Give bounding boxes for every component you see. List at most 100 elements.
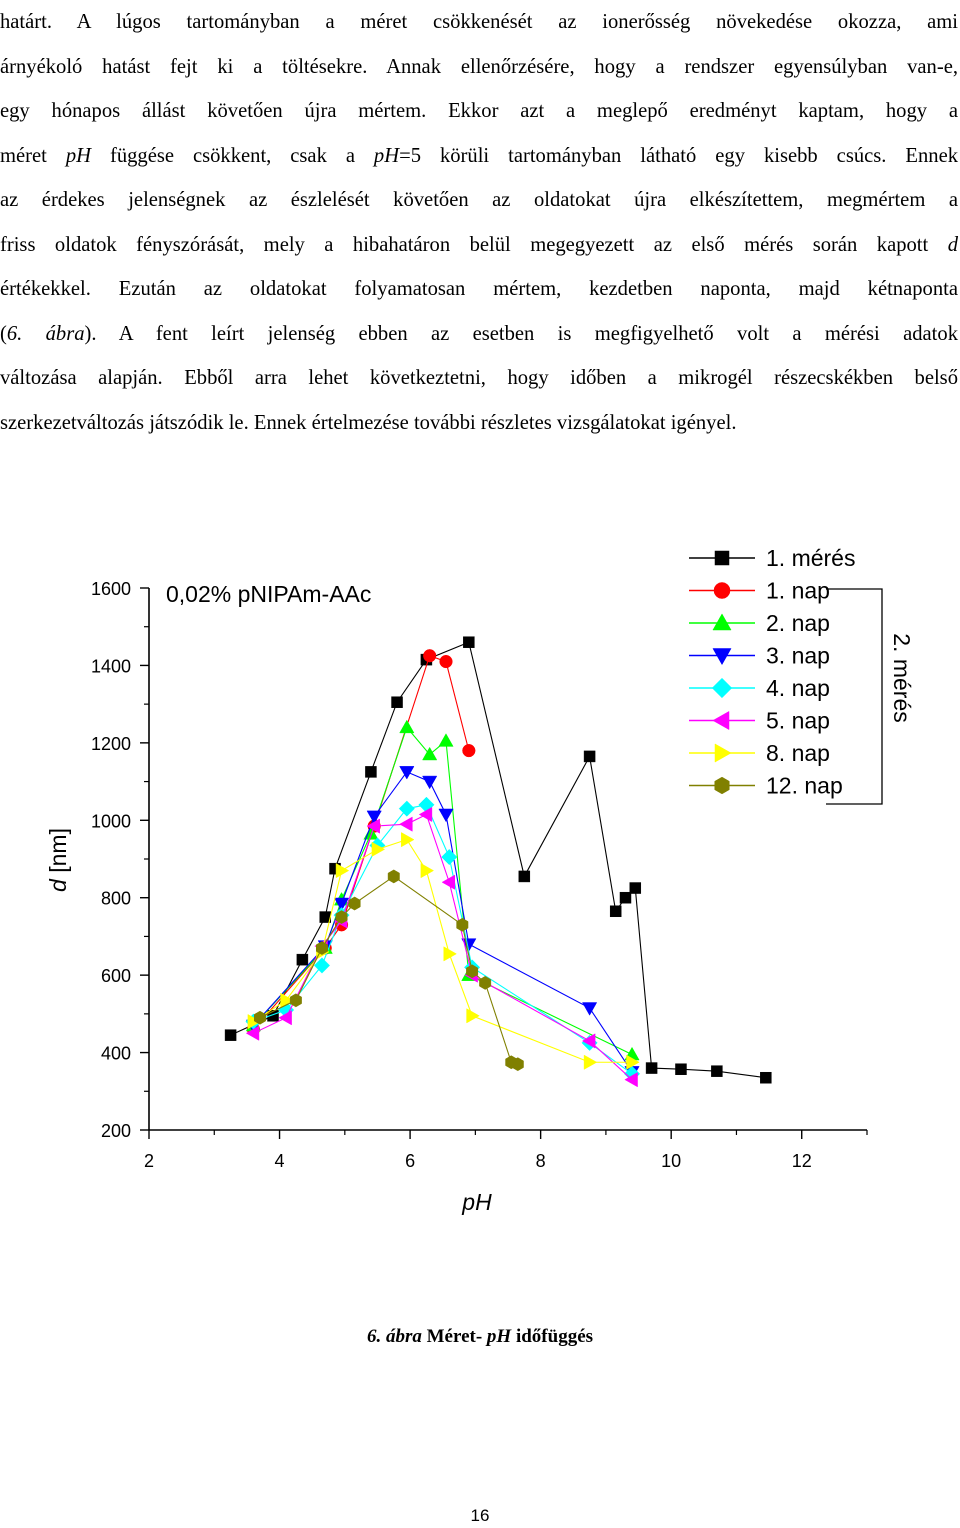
data-point: [441, 874, 456, 890]
data-point: [422, 775, 438, 790]
legend-label: 3. nap: [766, 643, 830, 669]
legend-label: 12. nap: [766, 773, 843, 799]
paragraph-text: pH: [373, 144, 400, 167]
y-tick-label: 200: [101, 1121, 131, 1141]
data-point: [582, 1002, 598, 1016]
paragraph-line: értékekkel. Ezután az oldatokat folyamat…: [0, 267, 958, 312]
paragraph-line: friss oldatok fényszórását, mely a hibah…: [0, 223, 958, 268]
data-point: [333, 897, 350, 912]
paragraph-text: d: [947, 233, 958, 256]
legend-marker: [713, 582, 731, 599]
y-tick-label: 1400: [91, 656, 131, 676]
page-number: 16: [470, 1506, 490, 1525]
legend-marker: [714, 550, 730, 566]
paragraph-text: értékekkel. Ezután az oldatokat folyamat…: [0, 278, 958, 300]
data-point: [245, 1025, 260, 1041]
paragraph-text: méret: [0, 144, 66, 167]
x-tick-label: 6: [405, 1151, 415, 1171]
data-point: [371, 841, 386, 857]
legend-group-label: 2. mérés: [889, 633, 915, 722]
data-point: [399, 766, 415, 780]
paragraph-line: az érdekes jelenségnek az észlelését köv…: [0, 178, 958, 223]
data-point: [280, 992, 294, 1008]
series-line: [253, 655, 470, 1030]
data-point: [418, 806, 433, 823]
caption-number: 6. ábra: [366, 1326, 422, 1347]
paragraph-line: szerkezetváltozás játszódik le. Ennek ér…: [0, 401, 958, 446]
paragraph-line: változása alapján. Ebből arra lehet köve…: [0, 356, 958, 401]
data-point: [466, 1008, 480, 1024]
paragraph-text: 6. ábra: [6, 322, 85, 345]
legend-marker: [711, 677, 733, 699]
data-point: [463, 636, 475, 648]
data-point: [443, 946, 457, 962]
paragraph-text: függése csökkent, csak a: [91, 144, 374, 167]
data-point: [365, 766, 377, 778]
y-axis-label-unit: [nm]: [45, 828, 71, 879]
paragraph-text: szerkezetváltozás játszódik le. Ennek ér…: [0, 411, 737, 434]
paragraph-text: egy hónapos állást követően újra mértem.…: [0, 100, 958, 122]
y-tick-label: 600: [101, 966, 131, 986]
paragraph-text: (: [0, 322, 7, 345]
paragraph-line: egy hónapos állást követően újra mértem.…: [0, 89, 958, 134]
data-point: [511, 1057, 524, 1072]
data-point: [456, 917, 469, 932]
data-point: [296, 953, 309, 966]
series-line: [253, 813, 633, 1081]
series-line: [259, 875, 518, 1065]
y-tick-label: 1600: [91, 579, 131, 599]
legend-marker: [714, 776, 730, 795]
data-point: [462, 744, 476, 758]
y-axis-label-symbol: d: [45, 878, 71, 892]
figure-caption: 6. ábra Méret- pH időfüggés: [0, 1326, 960, 1348]
legend-marker: [712, 648, 732, 666]
x-tick-label: 2: [144, 1151, 154, 1171]
y-tick-label: 1200: [91, 734, 131, 754]
data-point: [626, 1054, 640, 1070]
data-point: [518, 870, 531, 883]
data-point: [366, 818, 380, 834]
paragraph-text: az érdekes jelenségnek az észlelését köv…: [0, 189, 958, 211]
data-point: [335, 910, 348, 924]
caption-italic: pH: [486, 1326, 512, 1347]
paragraph-text: friss oldatok fényszórását, mely a hibah…: [0, 233, 948, 256]
data-point: [438, 733, 454, 747]
paragraph-line: árnyékoló hatást fejt ki a töltésekre. A…: [0, 45, 958, 90]
paragraph-line: méret pH függése csökkent, csak a pH=5 k…: [0, 134, 958, 179]
paragraph-text: határt. A lúgos tartományban a méret csö…: [0, 11, 958, 33]
y-tick-label: 400: [101, 1044, 131, 1064]
data-point: [624, 1072, 638, 1088]
data-point: [466, 964, 479, 979]
data-point: [399, 719, 415, 734]
series-line: [253, 726, 633, 1056]
legend-label: 1. nap: [766, 578, 830, 604]
paragraph-line: határt. A lúgos tartományban a méret csö…: [0, 0, 958, 45]
data-point: [439, 654, 453, 669]
data-point: [267, 1010, 279, 1022]
y-tick-label: 1000: [91, 811, 131, 831]
data-point: [398, 800, 415, 817]
legend-marker: [712, 613, 732, 631]
data-point: [479, 975, 492, 990]
data-point: [289, 993, 302, 1008]
data-point: [316, 941, 328, 955]
paragraph-text: árnyékoló hatást fejt ki a töltésekre. A…: [0, 55, 958, 78]
legend-marker: [712, 710, 730, 731]
data-point: [399, 816, 413, 832]
body-paragraph: határt. A lúgos tartományban a méret csö…: [0, 0, 958, 445]
data-point: [583, 1054, 598, 1070]
data-point: [387, 869, 400, 884]
data-point: [422, 746, 438, 761]
paragraph-line: (6. ábra). A fent leírt jelenség ebben a…: [0, 312, 958, 357]
y-axis-label: d [nm]: [45, 828, 71, 892]
data-point: [438, 808, 454, 823]
legend-marker: [714, 743, 732, 763]
series-line: [253, 838, 633, 1063]
legend-group-bracket: [826, 588, 883, 805]
paragraph-text: pH: [65, 144, 92, 167]
data-point: [313, 957, 331, 974]
data-point: [675, 1063, 687, 1075]
legend-label: 8. nap: [766, 740, 830, 766]
paragraph-text: változása alapján. Ebből arra lehet köve…: [0, 367, 958, 389]
data-point: [348, 896, 361, 911]
